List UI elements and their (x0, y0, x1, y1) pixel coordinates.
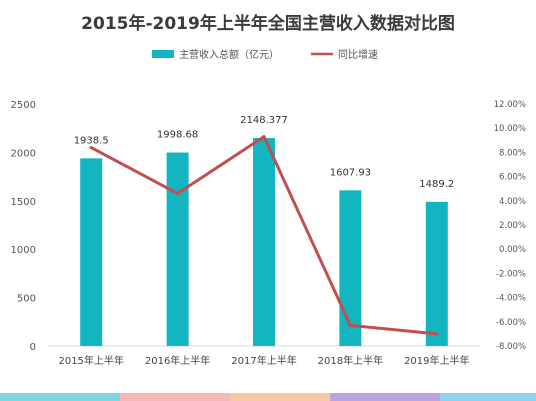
y-right-tick-label: -6.00% (496, 318, 526, 328)
growth-point (176, 191, 180, 196)
bar-data-label: 1607.93 (330, 167, 371, 178)
y-right-tick-label: -4.00% (496, 294, 526, 304)
y-left-tick-label: 2500 (11, 100, 36, 111)
bar (339, 190, 362, 346)
bar (80, 158, 103, 346)
growth-point (89, 145, 93, 150)
bar (253, 138, 275, 346)
legend-line-label: 同比增速 (338, 48, 378, 61)
y-left-tick-label: 2000 (11, 148, 36, 159)
chart-title: 2015年-2019年上半年全国主营收入数据对比图 (81, 13, 455, 34)
bar-data-label: 1938.5 (74, 135, 109, 146)
y-right-tick-label: 6.00% (499, 173, 526, 183)
legend-bar-label: 主营收入总额（亿元） (179, 48, 279, 61)
x-category-label: 2019年上半年 (404, 354, 469, 367)
y-right-tick-label: 2.00% (499, 221, 526, 231)
bar-data-label: 1489.2 (419, 179, 454, 190)
y-left-tick-label: 1000 (11, 245, 36, 256)
y-left-tick-label: 0 (30, 342, 36, 353)
legend-bar-swatch (152, 50, 174, 58)
y-right-tick-label: 4.00% (499, 197, 526, 207)
legend: 主营收入总额（亿元） 同比增速 (152, 48, 378, 61)
y-left-tick-label: 1500 (11, 197, 36, 208)
y-right-tick-label: -2.00% (496, 269, 526, 279)
y-right-tick-label: 12.00% (494, 100, 526, 110)
footer-band-segment (0, 393, 120, 401)
bar (166, 152, 189, 346)
footer-band-segment (440, 393, 536, 401)
y-left-tick-label: 500 (17, 294, 36, 305)
x-category-label: 2018年上半年 (318, 354, 383, 367)
bar-data-label: 2148.377 (240, 115, 288, 126)
y-right-tick-label: 8.00% (499, 148, 526, 158)
footer-band-segment (120, 393, 230, 401)
footer-band-segment (330, 393, 440, 401)
bar-data-label: 1998.68 (157, 130, 198, 141)
y-right-tick-label: 0.00% (499, 245, 526, 255)
growth-point (262, 135, 266, 139)
x-category-label: 2017年上半年 (231, 354, 296, 367)
x-category-label: 2016年上半年 (145, 354, 210, 367)
footer-band-segment (230, 393, 330, 401)
y-right-tick-label: 10.00% (494, 124, 526, 134)
bar (425, 201, 448, 346)
growth-point (348, 323, 352, 328)
growth-point (435, 332, 439, 336)
plot-area: 0 500 1000 1500 2000 2500 -8.00% -6.00% -4.00% -2… (11, 100, 526, 367)
footer-band (0, 393, 536, 401)
y-right-tick-label: -8.00% (496, 342, 526, 352)
x-category-label: 2015年上半年 (58, 354, 123, 367)
